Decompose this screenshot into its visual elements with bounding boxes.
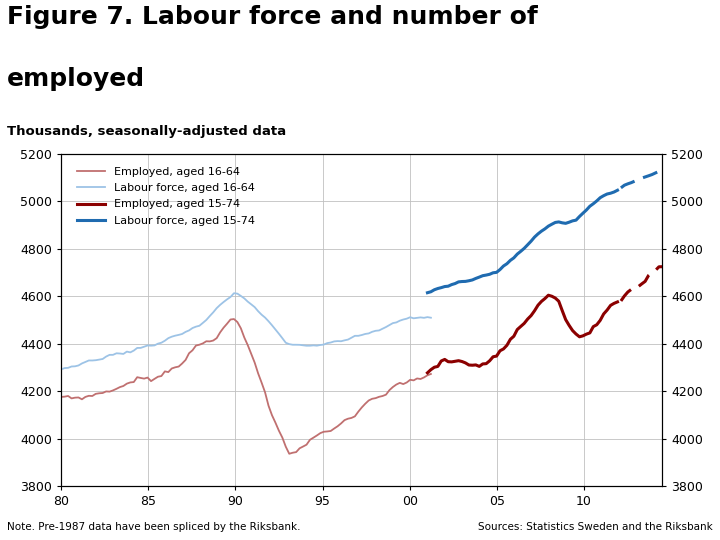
Text: employed: employed <box>7 66 145 91</box>
Text: Sources: Statistics Sweden and the Riksbank: Sources: Statistics Sweden and the Riksb… <box>478 522 713 532</box>
Text: Thousands, seasonally-adjusted data: Thousands, seasonally-adjusted data <box>7 125 287 138</box>
Legend: Employed, aged 16-64, Labour force, aged 16-64, Employed, aged 15-74, Labour for: Employed, aged 16-64, Labour force, aged… <box>73 163 259 230</box>
Text: Figure 7. Labour force and number of: Figure 7. Labour force and number of <box>7 5 538 29</box>
Text: SVERIGES
RIKSBANK: SVERIGES RIKSBANK <box>639 68 683 89</box>
Text: Note. Pre-1987 data have been spliced by the Riksbank.: Note. Pre-1987 data have been spliced by… <box>7 522 301 532</box>
